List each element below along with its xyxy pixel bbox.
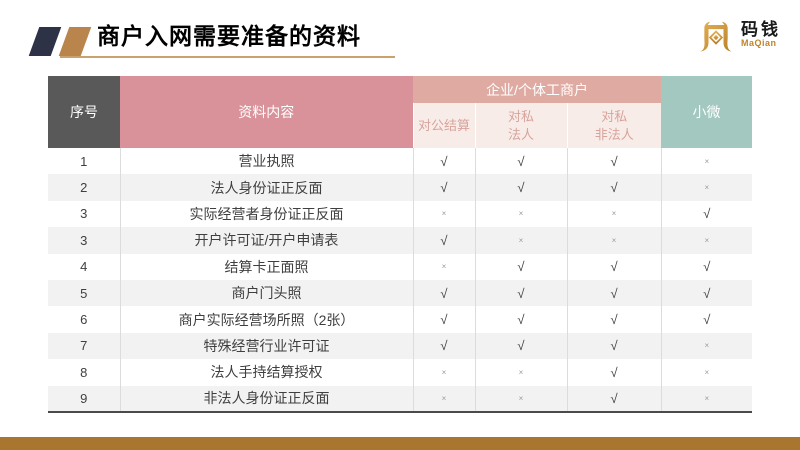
material-name-cell: 营业执照 [120, 148, 414, 175]
col-header-number: 序号 [48, 76, 120, 148]
mark-cell: × [475, 385, 568, 412]
mark-cell: × [704, 393, 710, 403]
row-number-cell: 3 [48, 200, 121, 228]
title-accent-navy [28, 27, 62, 56]
col-header-public-settlement: 对公结算 [412, 103, 475, 148]
mark-cell: √ [413, 279, 476, 307]
row-number-cell: 9 [48, 385, 121, 412]
row-number-cell: 7 [48, 332, 121, 360]
row-number-cell: 1 [48, 148, 121, 175]
mark-cell: × [704, 341, 710, 351]
maqian-arch-diamond-icon [700, 21, 732, 52]
row-number-cell: 8 [48, 359, 121, 386]
row-number-cell: 4 [48, 253, 121, 280]
mark-cell: × [413, 253, 476, 280]
col-header-micro: 小微 [661, 76, 753, 148]
material-name-cell: 商户门头照 [120, 279, 414, 307]
mark-cell: × [567, 227, 662, 254]
mark-cell: √ [703, 285, 711, 301]
table-row: 4 结算卡正面照 × √ √ √ [48, 253, 752, 280]
mark-cell: √ [475, 306, 568, 333]
table-row: 5 商户门头照 √ √ √ √ [48, 279, 753, 307]
material-name-cell: 实际经营者身份证正反面 [120, 200, 414, 228]
mark-cell: √ [413, 174, 476, 201]
col-header-enterprise-group: 企业/个体工商户 [413, 76, 662, 103]
mark-cell: √ [475, 332, 568, 360]
row-number-cell: 2 [48, 174, 121, 201]
page-title: 商户入网需要准备的资料 [97, 23, 361, 49]
table-row: 1 营业执照 √ √ √ × [48, 148, 752, 175]
material-name-cell: 法人身份证正反面 [120, 174, 414, 201]
table-row: 8 法人手持结算授权 × × √ × [48, 359, 752, 386]
mark-cell: × [704, 156, 710, 166]
material-name-cell: 开户许可证/开户申请表 [120, 227, 414, 254]
header-row-group: 序号 资料内容 企业/个体工商户 小微 [48, 76, 753, 148]
footer-accent-bar [0, 437, 800, 450]
mark-cell: √ [567, 306, 662, 333]
logo: 码钱 MaQian [696, 14, 781, 56]
mark-cell: √ [475, 174, 568, 201]
mark-cell: √ [567, 332, 662, 360]
mark-cell: √ [475, 253, 568, 280]
table-row: 7 特殊经营行业许可证 √ √ √ × [48, 332, 753, 360]
mark-cell: √ [703, 206, 711, 222]
material-name-cell: 商户实际经营场所照（2张） [120, 306, 414, 333]
table-row: 3 实际经营者身份证正反面 × × × √ [48, 200, 752, 228]
mark-cell: × [704, 367, 710, 377]
material-name-cell: 特殊经营行业许可证 [120, 332, 414, 360]
mark-cell: √ [413, 306, 476, 333]
logo-name-cn: 码钱 [741, 19, 781, 39]
table-row: 6 商户实际经营场所照（2张） √ √ √ √ [48, 306, 752, 333]
mark-cell: √ [567, 253, 662, 280]
mark-cell: √ [475, 279, 568, 307]
mark-cell: √ [567, 148, 662, 175]
col-header-private-legal: 对私 法人 [474, 103, 567, 148]
mark-cell: √ [475, 148, 568, 175]
mark-cell: √ [413, 227, 476, 254]
table-row: 2 法人身份证正反面 √ √ √ × [48, 174, 753, 201]
mark-cell: √ [703, 259, 711, 275]
mark-cell: × [413, 385, 476, 412]
material-name-cell: 法人手持结算授权 [120, 359, 414, 386]
row-number-cell: 5 [48, 279, 121, 307]
logo-name-en: MaQian [741, 38, 777, 49]
mark-cell: × [413, 359, 476, 386]
merchant-materials-table: 序号 资料内容 企业/个体工商户 小微 对公结算 对私 法人 对私 非法人 1 营业… [48, 76, 753, 413]
mark-cell: × [475, 227, 568, 254]
row-number-cell: 3 [48, 227, 121, 254]
table-row: 9 非法人身份证正反面 × × √ × [48, 385, 753, 412]
mark-cell: √ [567, 385, 662, 412]
material-name-cell: 非法人身份证正反面 [120, 385, 414, 412]
mark-cell: √ [413, 148, 476, 175]
mark-cell: × [704, 235, 710, 245]
title-accent-gold [58, 27, 92, 56]
col-header-private-nonlegal: 对私 非法人 [566, 103, 662, 148]
logo-text: 码钱 MaQian [741, 19, 781, 50]
mark-cell: √ [703, 312, 711, 328]
mark-cell: × [704, 183, 710, 193]
header-row-sub: 对公结算 对私 法人 对私 非法人 [48, 103, 752, 148]
mark-cell: √ [413, 332, 476, 360]
mark-cell: × [475, 200, 568, 228]
col-header-content: 资料内容 [120, 76, 413, 148]
mark-cell: × [475, 359, 568, 386]
material-name-cell: 结算卡正面照 [120, 253, 414, 280]
mark-cell: √ [567, 359, 662, 386]
table-row: 3 开户许可证/开户申请表 √ × × × [48, 227, 753, 254]
title-underline [60, 56, 395, 58]
mark-cell: × [567, 200, 662, 228]
mark-cell: √ [567, 279, 662, 307]
mark-cell: √ [567, 174, 662, 201]
row-number-cell: 6 [48, 306, 121, 333]
mark-cell: × [413, 200, 476, 228]
